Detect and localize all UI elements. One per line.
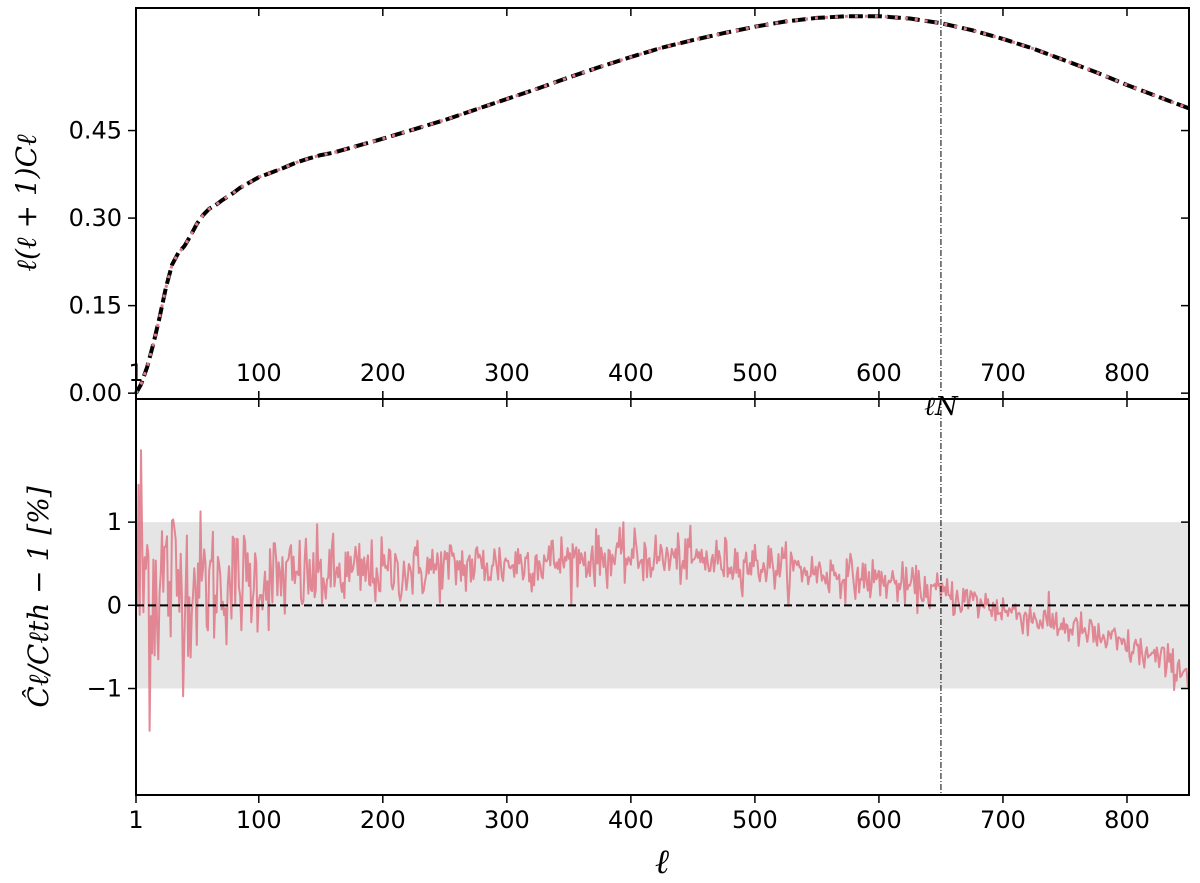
top-xtick-label: 300 xyxy=(484,359,530,387)
measured-curve xyxy=(134,14,1190,394)
bottom-xtick-label: 500 xyxy=(732,806,778,834)
top-ticks: 1 100 200 300 400 500 600 700 8000.000.150.300.4… xyxy=(69,8,1189,422)
theory-curve xyxy=(134,14,1190,395)
top-ytick-label: 0.30 xyxy=(69,204,122,232)
bottom-ytick-label: 0 xyxy=(107,591,122,619)
top-xtick-label: 600 xyxy=(856,359,902,387)
top-ytick-label: 0.45 xyxy=(69,117,122,145)
top-ytick-label: 0.15 xyxy=(69,292,122,320)
top-axes-frame xyxy=(135,7,1190,400)
bottom-xtick-label: 1 xyxy=(128,806,143,834)
lN-label: ℓN xyxy=(924,392,959,422)
top-xtick-label: 500 xyxy=(732,359,778,387)
bottom-x-axis-label: ℓ xyxy=(655,842,669,882)
top-xtick-label: 800 xyxy=(1104,359,1150,387)
bottom-xtick-label: 100 xyxy=(236,806,282,834)
bottom-xtick-label: 200 xyxy=(360,806,406,834)
bottom-ticks: 1 100 200 300 400 500 600 700 800 1 0 −1 xyxy=(87,399,1189,834)
bottom-xtick-label: 600 xyxy=(856,806,902,834)
top-xtick-label: 200 xyxy=(360,359,406,387)
bottom-xtick-label: 700 xyxy=(980,806,1026,834)
top-xtick-label: 700 xyxy=(980,359,1026,387)
bottom-axes-frame xyxy=(135,398,1190,796)
bottom-plot-area xyxy=(136,399,1190,795)
top-y-axis-label: ℓ(ℓ + 1)Cℓ xyxy=(10,134,43,272)
bottom-ytick-label: −1 xyxy=(87,675,122,703)
top-plot-area xyxy=(134,8,1190,399)
top-ytick-label: 0.00 xyxy=(69,379,122,407)
top-xtick-label: 400 xyxy=(608,359,654,387)
residual-curve xyxy=(136,449,1190,732)
bottom-xtick-label: 300 xyxy=(484,806,530,834)
bottom-y-axis-label: Ĉℓ/Cℓth − 1 [%] xyxy=(21,486,55,707)
bottom-xtick-label: 800 xyxy=(1104,806,1150,834)
top-xtick-label: 100 xyxy=(236,359,282,387)
top-panel: 1 100 200 300 400 500 600 700 8000.000.150.300.4… xyxy=(10,7,1190,422)
bottom-ytick-label: 1 xyxy=(107,508,122,536)
bottom-panel: 1 100 200 300 400 500 600 700 800 1 0 −1 Ĉℓ/Cℓth − … xyxy=(21,398,1190,882)
bottom-xtick-label: 400 xyxy=(608,806,654,834)
